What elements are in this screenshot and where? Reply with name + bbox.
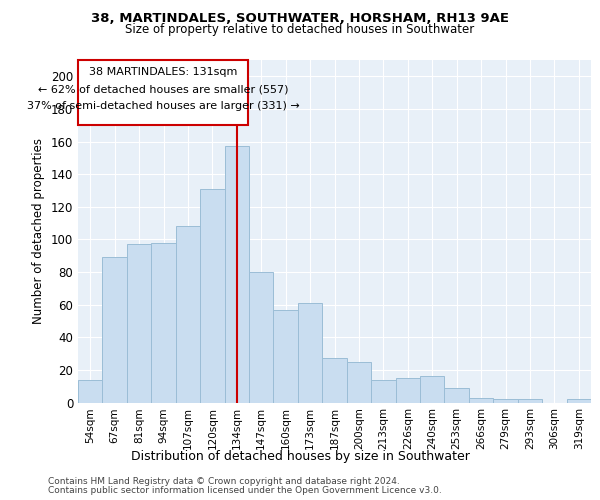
Y-axis label: Number of detached properties: Number of detached properties [32,138,45,324]
Bar [176,226,200,402]
Bar [347,362,371,403]
Bar [103,258,127,402]
Bar [298,303,322,402]
Bar [200,189,224,402]
Text: Contains HM Land Registry data © Crown copyright and database right 2024.: Contains HM Land Registry data © Crown c… [48,478,400,486]
Bar [395,378,420,402]
FancyBboxPatch shape [78,60,248,125]
Bar [322,358,347,403]
Text: Distribution of detached houses by size in Southwater: Distribution of detached houses by size … [131,450,469,463]
Bar [371,380,395,402]
Text: Contains public sector information licensed under the Open Government Licence v3: Contains public sector information licen… [48,486,442,495]
Bar [78,380,103,402]
Bar [127,244,151,402]
Bar [493,399,518,402]
Bar [151,242,176,402]
Bar [249,272,274,402]
Bar [518,399,542,402]
Text: Size of property relative to detached houses in Southwater: Size of property relative to detached ho… [125,24,475,36]
Bar [274,310,298,402]
Bar [420,376,445,402]
Bar [469,398,493,402]
Bar [566,399,591,402]
Text: 37% of semi-detached houses are larger (331) →: 37% of semi-detached houses are larger (… [26,101,299,111]
Bar [224,146,249,402]
Text: 38 MARTINDALES: 131sqm: 38 MARTINDALES: 131sqm [89,66,237,76]
Text: 38, MARTINDALES, SOUTHWATER, HORSHAM, RH13 9AE: 38, MARTINDALES, SOUTHWATER, HORSHAM, RH… [91,12,509,26]
Text: ← 62% of detached houses are smaller (557): ← 62% of detached houses are smaller (55… [38,84,288,94]
Bar [445,388,469,402]
